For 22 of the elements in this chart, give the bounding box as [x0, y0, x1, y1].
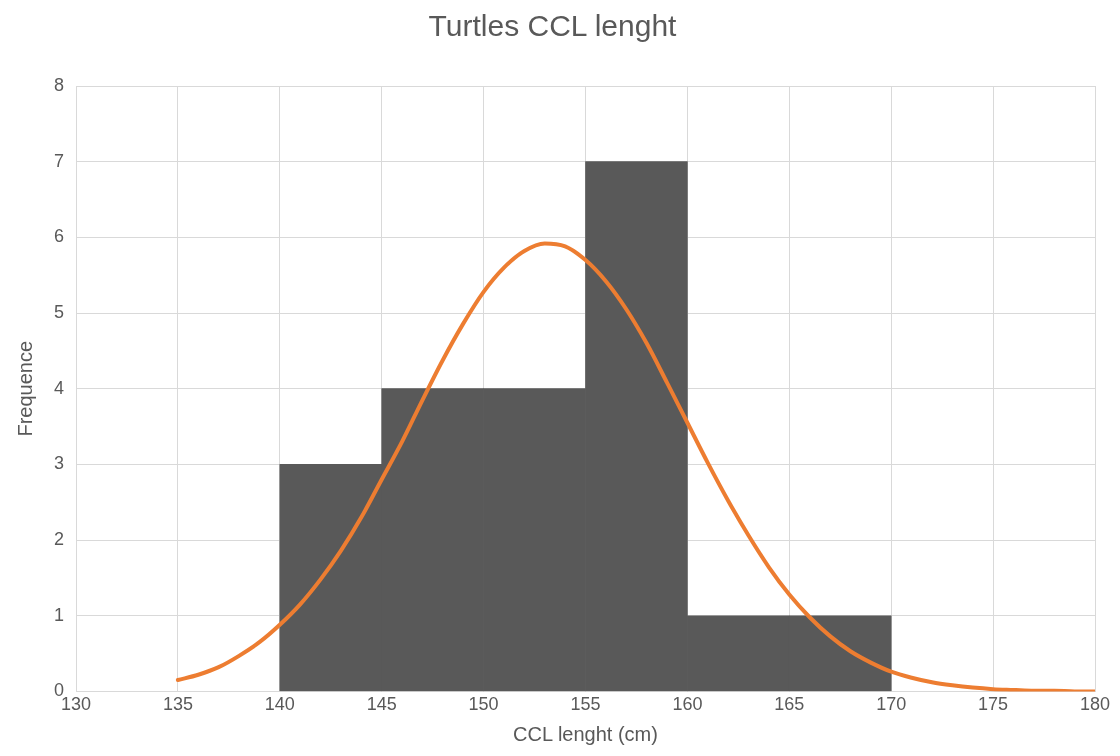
x-tick-label: 145 — [366, 694, 397, 715]
x-tick-label: 180 — [1079, 694, 1111, 715]
x-tick-label: 150 — [468, 694, 499, 715]
x-tick-label: 165 — [774, 694, 805, 715]
x-tick-label: 160 — [672, 694, 703, 715]
y-tick-label: 6 — [54, 226, 65, 247]
y-tick-label: 1 — [54, 604, 65, 625]
x-tick-label: 170 — [876, 694, 907, 715]
x-tick-label: 175 — [978, 694, 1009, 715]
y-tick-label: 4 — [54, 377, 65, 398]
x-axis-title: CCL lenght (cm) — [513, 722, 658, 745]
y-axis-title: Frequence — [13, 340, 36, 437]
chart-title: Turtles CCL lenght — [428, 9, 678, 43]
x-tick-label: 135 — [162, 694, 193, 715]
y-tick-label: 3 — [54, 453, 65, 474]
line-series — [175, 241, 1095, 692]
y-tick-label: 5 — [54, 301, 65, 322]
y-tick-label: 8 — [54, 74, 65, 95]
y-tick-label: 2 — [54, 529, 65, 550]
x-tick-label: 140 — [264, 694, 295, 715]
x-tick-label: 155 — [570, 694, 601, 715]
y-tick-label: 7 — [54, 150, 65, 171]
